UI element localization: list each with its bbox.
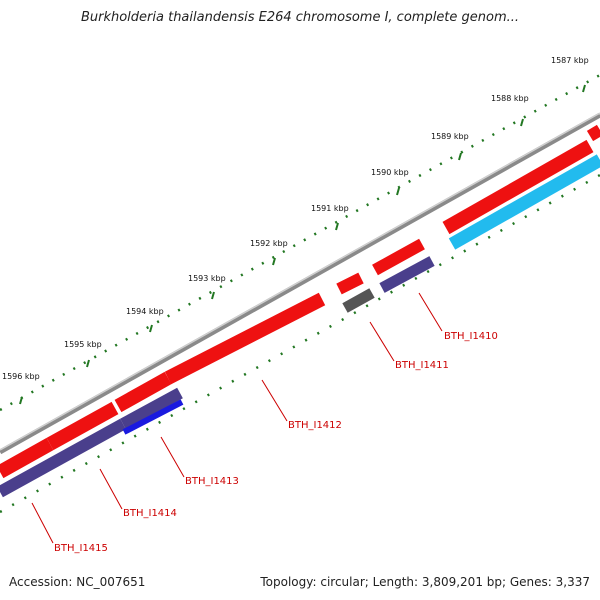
gene-reverse[interactable] <box>342 288 375 313</box>
genome-stats-text: Topology: circular; Length: 3,809,201 bp… <box>260 575 590 589</box>
kbp-label: 1593 kbp <box>188 274 226 283</box>
kbp-label: 1588 kbp <box>491 94 529 103</box>
kbp-tick <box>335 222 339 231</box>
genome-backbone <box>0 112 600 455</box>
label-leader <box>99 468 123 510</box>
gene-forward[interactable] <box>442 139 594 235</box>
gene-reverse[interactable] <box>448 154 600 250</box>
backbone-highlight <box>0 112 600 451</box>
gene-reverse[interactable] <box>0 418 126 498</box>
gene-reverse[interactable] <box>379 256 435 293</box>
kbp-label: 1594 kbp <box>126 307 164 316</box>
kbp-tick <box>19 396 23 405</box>
label-leader <box>160 436 185 478</box>
kbp-tick <box>149 324 153 333</box>
gene-forward[interactable] <box>336 272 364 295</box>
gene-forward[interactable] <box>0 437 54 479</box>
label-leader <box>261 379 288 422</box>
label-leader <box>369 321 395 362</box>
scale-dots <box>0 73 600 412</box>
kbp-label: 1595 kbp <box>64 340 102 349</box>
gene-forward[interactable] <box>586 124 600 142</box>
gene-label[interactable]: BTH_I1412 <box>288 420 342 431</box>
gene-reverse[interactable] <box>120 387 183 430</box>
gene-label[interactable]: BTH_I1411 <box>395 360 449 371</box>
kbp-tick <box>458 152 462 161</box>
reverse-strand-genes <box>0 154 600 498</box>
kbp-label: 1596 kbp <box>2 372 40 381</box>
kbp-label: 1587 kbp <box>551 56 589 65</box>
kbp-tick <box>211 291 215 300</box>
gene-forward[interactable] <box>164 292 326 385</box>
gene-label[interactable]: BTH_I1410 <box>444 331 498 342</box>
gene-forward[interactable] <box>372 238 425 276</box>
kbp-tick <box>396 187 400 196</box>
map-title: Burkholderia thailandensis E264 chromoso… <box>80 10 520 25</box>
label-leaders <box>31 292 443 544</box>
gene-reverse[interactable] <box>122 399 184 435</box>
kbp-tick <box>520 118 524 127</box>
gene-forward[interactable] <box>46 401 119 451</box>
label-leader <box>31 502 54 544</box>
kbp-label: 1591 kbp <box>311 204 349 213</box>
backbone-line <box>0 112 600 455</box>
kbp-tick <box>582 84 586 93</box>
gene-forward[interactable] <box>114 371 172 413</box>
scale-track <box>0 73 600 412</box>
forward-strand-genes <box>0 124 600 479</box>
kbp-label: 1590 kbp <box>371 168 409 177</box>
gene-label[interactable]: BTH_I1414 <box>123 508 177 519</box>
kbp-label: 1589 kbp <box>431 132 469 141</box>
gene-label[interactable]: BTH_I1413 <box>185 476 239 487</box>
kbp-tick <box>272 257 276 266</box>
label-leader <box>418 292 443 332</box>
kbp-label: 1592 kbp <box>250 239 288 248</box>
gene-label[interactable]: BTH_I1415 <box>54 543 108 554</box>
kbp-tick <box>86 359 90 368</box>
accession-text: Accession: NC_007651 <box>9 575 146 589</box>
